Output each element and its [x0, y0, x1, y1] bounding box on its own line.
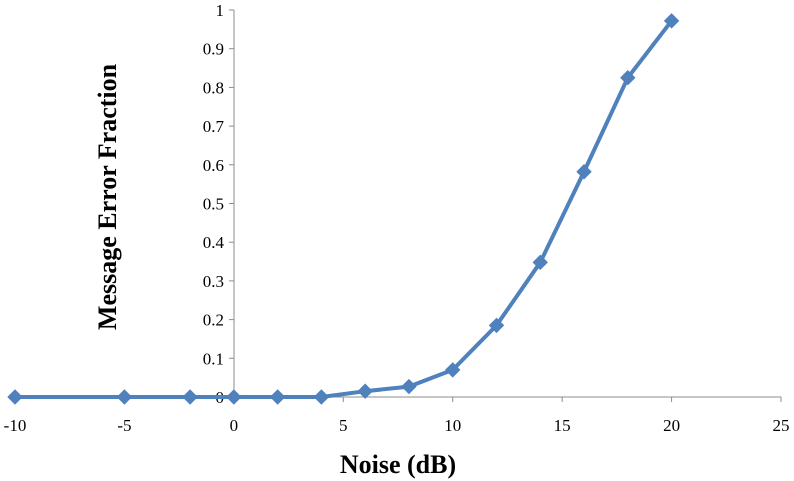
y-tick-label: 0.7: [203, 117, 225, 136]
x-axis-ticks: -10 -5 0 5 10 15 20 25: [4, 397, 790, 435]
data-point-marker: [182, 389, 198, 405]
y-tick-label: 0.9: [203, 40, 224, 59]
x-tick-label: -5: [117, 416, 131, 435]
data-point-marker: [532, 254, 548, 271]
y-tick-label: 0.8: [203, 78, 224, 97]
data-point-marker: [313, 389, 330, 405]
x-tick-label: 10: [444, 416, 461, 435]
x-tick-label: 25: [773, 416, 790, 435]
x-tick-label: 5: [339, 416, 348, 435]
data-point-marker: [576, 164, 592, 180]
y-tick-label: 0.4: [203, 233, 225, 252]
data-point-marker: [663, 13, 680, 29]
y-tick-label: 1: [216, 1, 225, 20]
data-point-marker: [401, 378, 417, 395]
y-tick-label: 0.5: [203, 195, 224, 214]
axes: [15, 10, 781, 398]
data-point-marker: [488, 317, 505, 334]
y-axis-ticks: 00.10.20.30.40.50.60.70.80.91: [203, 1, 234, 407]
x-tick-label: 20: [663, 416, 680, 435]
x-tick-label: 15: [554, 416, 571, 435]
data-point-marker: [7, 389, 23, 405]
data-point-marker: [357, 383, 373, 399]
y-tick-label: 0.2: [203, 311, 224, 330]
y-tick-label: 0.3: [203, 272, 224, 291]
y-tick-label: 0.1: [203, 349, 224, 368]
x-tick-label: 0: [230, 416, 239, 435]
data-point-marker: [445, 362, 461, 378]
data-point-marker: [116, 389, 133, 405]
series-layer: [7, 13, 680, 405]
y-axis-title: Message Error Fraction: [93, 63, 122, 330]
y-tick-label: 0.6: [203, 156, 224, 175]
data-point-marker: [269, 389, 286, 405]
data-point-marker: [620, 70, 636, 86]
data-point-marker: [226, 389, 242, 405]
x-tick-label: -10: [4, 416, 27, 435]
x-axis-title: Noise (dB): [340, 450, 456, 479]
